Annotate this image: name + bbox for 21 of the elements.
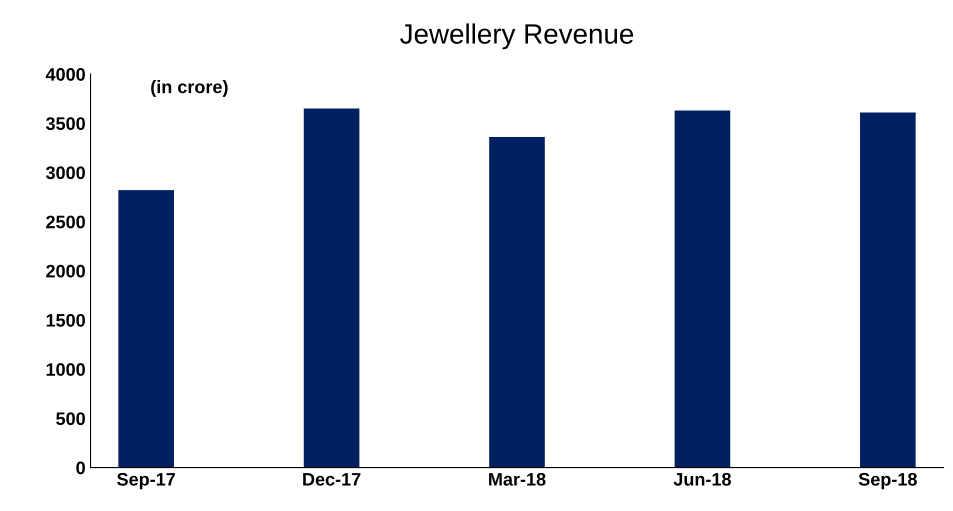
y-tick-label: 3500 (46, 117, 85, 130)
y-tick-label: 0 (76, 462, 85, 474)
chart-title: Jewellery Revenue (400, 23, 634, 50)
y-tick-label: 2500 (46, 216, 85, 228)
bar (674, 110, 730, 468)
bar (489, 137, 545, 468)
x-tick-label: Jun-18 (674, 472, 731, 486)
annotation: (in crore) (151, 80, 228, 97)
bar (304, 108, 360, 468)
bar (860, 112, 916, 468)
y-tick-label: 4000 (46, 68, 85, 81)
y-tick-label: 3000 (46, 166, 85, 180)
bar (118, 190, 174, 468)
y-tick-label: 1000 (46, 363, 85, 376)
y-tick-label: 500 (56, 412, 85, 426)
x-tick-label: Sep-18 (858, 472, 917, 490)
x-tick-label: Dec-17 (303, 473, 360, 486)
y-tick-label: 2000 (46, 264, 85, 278)
x-tick-label: Sep-17 (117, 472, 175, 490)
y-tick-label: 1500 (46, 314, 85, 327)
x-tick-label: Mar-18 (489, 472, 546, 486)
